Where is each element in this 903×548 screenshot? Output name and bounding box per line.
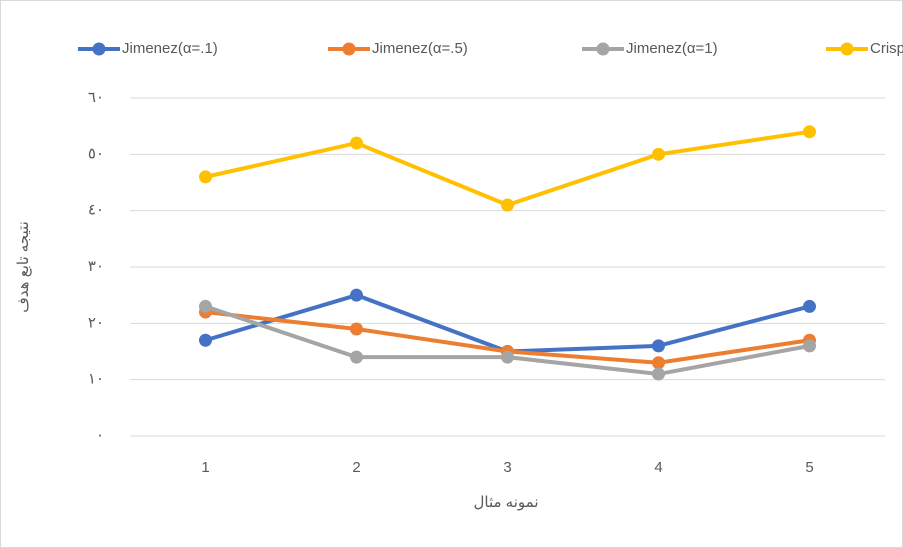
y-tick-label: ٢٠ (88, 314, 104, 331)
x-tick-label: 3 (503, 459, 511, 476)
point (501, 350, 514, 364)
x-tick-label: 4 (654, 459, 662, 476)
legend-marker (342, 42, 356, 56)
point (501, 198, 514, 212)
point (652, 147, 665, 161)
point (652, 367, 665, 381)
legend-label: Crisp (870, 40, 903, 57)
point (803, 125, 816, 139)
legend-label: Jimenez(α=.1) (122, 40, 218, 57)
point (652, 339, 665, 353)
point (652, 356, 665, 370)
point (350, 350, 363, 364)
y-axis-label: نتیجه تابع هدف (15, 221, 32, 313)
point (199, 170, 212, 184)
x-tick-label: 2 (352, 459, 360, 476)
legend-label: Jimenez(α=.5) (372, 40, 468, 57)
legend-marker (596, 42, 610, 56)
x-tick-label: 5 (805, 459, 813, 476)
y-tick-label: ١٠ (88, 371, 104, 388)
point (350, 322, 363, 336)
point (350, 136, 363, 150)
y-tick-label: ٦٠ (88, 89, 104, 106)
point (199, 333, 212, 347)
y-tick-label: ٤٠ (88, 202, 104, 219)
point (199, 299, 212, 313)
y-tick-label: ٥٠ (88, 145, 104, 162)
y-tick-label: ٣٠ (88, 258, 104, 275)
legend-marker (92, 42, 106, 56)
x-axis-label: نمونه مثال (473, 494, 538, 511)
x-tick-label: 1 (201, 459, 209, 476)
legend-label: Jimenez(α=1) (626, 40, 718, 57)
y-tick-label: ٠ (96, 427, 104, 444)
legend-marker (840, 42, 854, 56)
point (803, 339, 816, 353)
point (803, 299, 816, 313)
point (350, 288, 363, 302)
